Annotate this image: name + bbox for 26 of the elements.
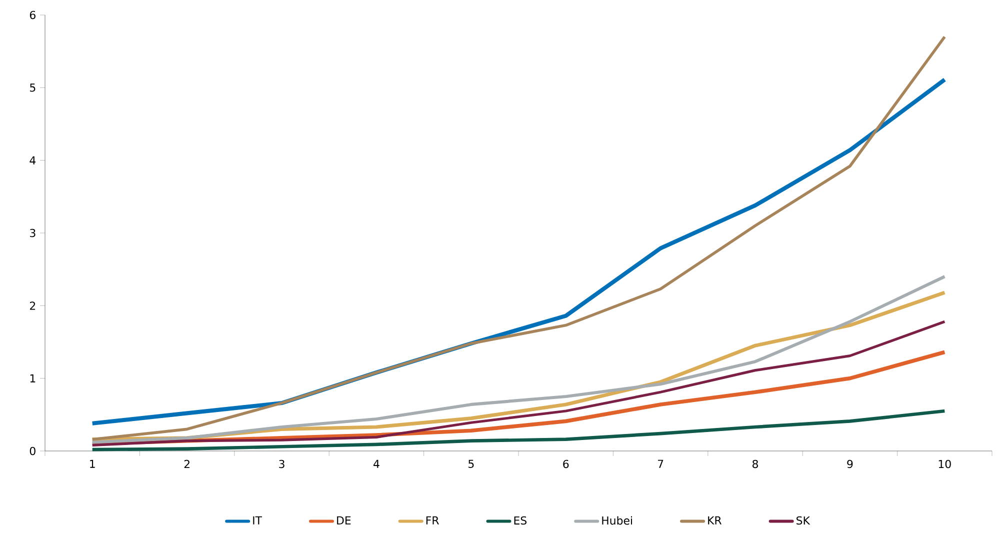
y-tick-label: 6 xyxy=(30,10,36,20)
x-tick-label: 10 xyxy=(938,460,951,468)
y-tick-label: 1 xyxy=(30,374,36,382)
y-tick-label: 0 xyxy=(30,446,36,456)
x-tick-label: 9 xyxy=(847,460,853,468)
x-tick-label: 2 xyxy=(184,460,190,468)
legend-label: FR xyxy=(426,516,439,524)
x-tick-label: 6 xyxy=(563,460,569,468)
x-tick-label: 4 xyxy=(374,460,380,468)
y-tick-label: 5 xyxy=(30,84,36,92)
legend-label: DE xyxy=(337,516,351,524)
x-tick-label: 1 xyxy=(90,460,95,468)
legend-label: KR xyxy=(708,516,722,524)
legend-label: SK xyxy=(796,516,810,525)
line-series xyxy=(91,320,946,446)
x-tick-label: 5 xyxy=(468,460,474,468)
y-tick-label: 4 xyxy=(30,156,36,164)
x-tick-label: 8 xyxy=(752,460,758,468)
legend-label: IT xyxy=(253,516,262,524)
x-tick-label: 7 xyxy=(658,460,664,468)
legend-label: Hubei xyxy=(602,516,632,525)
x-tick-label: 3 xyxy=(279,460,284,468)
legend-label: ES xyxy=(514,516,526,525)
y-tick-label: 2 xyxy=(30,302,36,310)
y-tick-label: 3 xyxy=(30,228,36,238)
line-series xyxy=(90,409,946,452)
